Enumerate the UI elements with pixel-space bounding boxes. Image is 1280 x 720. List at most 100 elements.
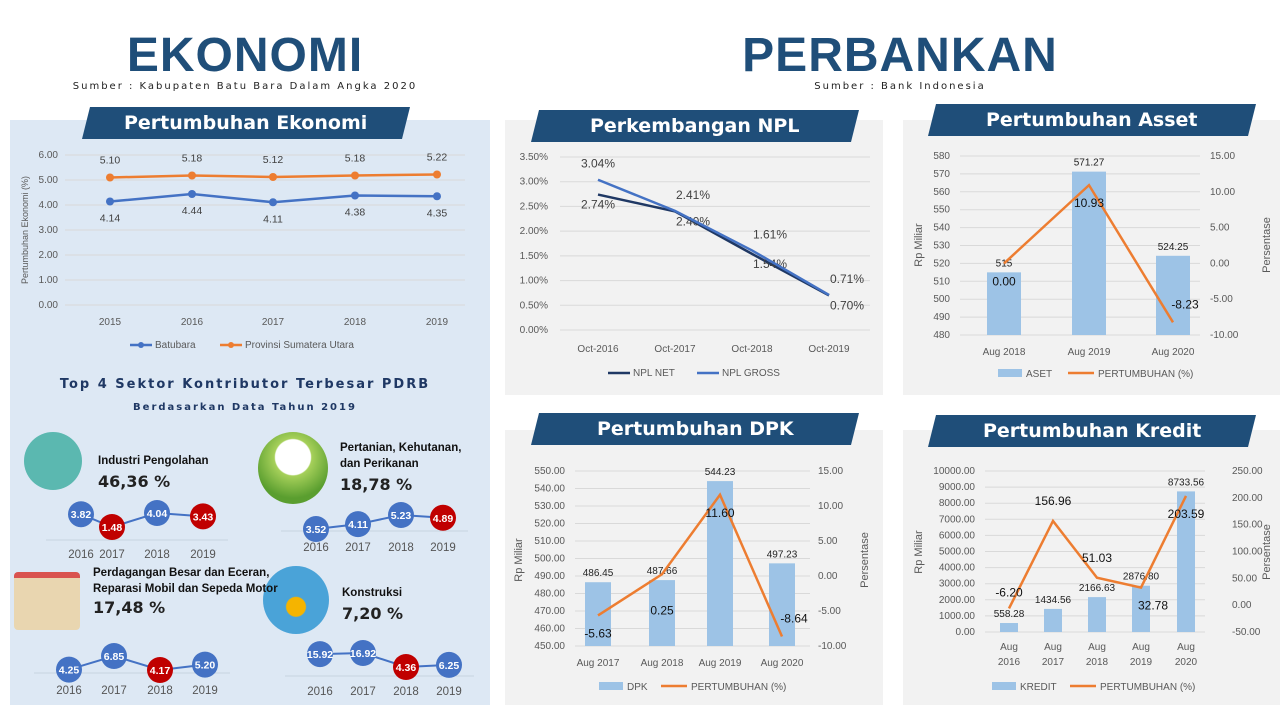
y-tick-label: 1.00 — [39, 275, 59, 286]
y-tick-label: 5000.00 — [939, 547, 976, 558]
data-label: 5.18 — [182, 153, 203, 165]
y-tick-label: 0.50% — [520, 300, 548, 311]
sector-4-name: Konstruksi — [342, 587, 403, 599]
y2-tick-label: 5.00 — [818, 536, 838, 547]
bar — [987, 272, 1021, 335]
sector-trend-line — [80, 511, 204, 529]
sector-value-bubble — [147, 657, 173, 683]
y2-tick-label: 250.00 — [1232, 466, 1263, 477]
y2-tick-label: 10.00 — [1210, 187, 1235, 198]
y-tick-label: 460.00 — [534, 624, 565, 635]
x-tick-label: 2016 — [998, 657, 1021, 668]
y-tick-label: 4000.00 — [939, 563, 976, 574]
sector-value-bubble — [388, 502, 414, 528]
x-tick-label: 2019 — [426, 317, 449, 328]
y2-tick-label: 5.00 — [1210, 223, 1230, 234]
y-tick-label: 3.00 — [39, 225, 59, 236]
y-tick-label: 0.00 — [39, 300, 59, 311]
data-label: 2.41% — [676, 188, 710, 202]
x-tick-label: Oct-2017 — [654, 344, 696, 355]
legend-label: ASET — [1026, 369, 1052, 380]
sector-value-label: 3.82 — [71, 509, 92, 521]
y-tick-label: 470.00 — [534, 606, 565, 617]
legend-swatch — [992, 682, 1016, 690]
ekonomi-source: Sumber : Kabupaten Batu Bara Dalam Angka… — [72, 81, 418, 92]
bar — [769, 563, 795, 646]
x-tick-label: 2018 — [344, 317, 367, 328]
y-tick-label: 500 — [933, 294, 950, 305]
sector-value-bubble — [393, 654, 419, 680]
y-tick-label: 530 — [933, 241, 950, 252]
x-tick-label: Aug 2019 — [699, 658, 742, 669]
line-data-label: 51.03 — [1082, 551, 1112, 565]
sector-3-share: 17,48 % — [93, 598, 166, 617]
bar-data-label: 486.45 — [583, 568, 614, 579]
y-tick-label: 550.00 — [534, 466, 565, 477]
bar-data-label: 497.23 — [767, 549, 798, 560]
sector-trend-line — [315, 513, 444, 530]
y2-tick-label: 10.00 — [818, 501, 843, 512]
y-axis-label: Rp Miliar — [913, 223, 925, 267]
legend-label: DPK — [627, 682, 648, 693]
sector-1-share: 46,36 % — [98, 472, 171, 491]
y-tick-label: 6.00 — [39, 150, 59, 161]
series-line-NPL GROSS — [597, 178, 830, 296]
x-tick-label: 2015 — [99, 317, 122, 328]
data-label: 0.71% — [830, 272, 864, 286]
sector-value-bubble — [56, 656, 82, 683]
sector-year-label: 2019 — [430, 542, 456, 554]
sector-2-share: 18,78 % — [340, 475, 413, 494]
data-label: 4.38 — [345, 207, 366, 219]
sector-value-bubble — [68, 501, 94, 528]
bar-data-label: 515 — [996, 258, 1013, 269]
y-tick-label: 1000.00 — [939, 611, 976, 622]
y-tick-label: 490.00 — [534, 571, 565, 582]
y-axis-label: Rp Miliar — [913, 530, 925, 574]
sector-year-label: 2017 — [350, 686, 376, 698]
data-label: 5.12 — [263, 154, 284, 166]
y-tick-label: 4.00 — [39, 200, 59, 211]
sector-year-label: 2016 — [303, 542, 329, 554]
line-data-label: 10.93 — [1074, 196, 1104, 210]
sector-value-bubble — [190, 503, 216, 530]
y-tick-label: 2.00% — [520, 226, 548, 237]
sector-1-name: Industri Pengolahan — [98, 455, 209, 467]
y-tick-label: 520.00 — [534, 519, 565, 530]
legend-label: PERTUMBUHAN (%) — [1098, 369, 1193, 380]
y-tick-label: 510.00 — [534, 536, 565, 547]
data-label: 4.44 — [182, 205, 203, 217]
sector-value-label: 3.43 — [193, 511, 214, 523]
y2-axis-label: Persentase — [1261, 524, 1273, 580]
data-point — [269, 173, 277, 181]
data-label: 4.35 — [427, 207, 448, 219]
growth-line — [597, 492, 784, 637]
y-tick-label: 2000.00 — [939, 595, 976, 606]
sector-value-label: 16.92 — [350, 648, 376, 660]
top4-subtitle: Berdasarkan Data Tahun 2019 — [133, 402, 357, 413]
y-tick-label: 3.50% — [520, 152, 548, 163]
bar — [1177, 491, 1195, 632]
y-axis-label: Pertumbuhan Ekonomi (%) — [20, 176, 30, 284]
y2-tick-label: 150.00 — [1232, 520, 1263, 531]
sector-year-label: 2016 — [68, 549, 94, 561]
x-tick-label: 2016 — [181, 317, 204, 328]
bar — [1044, 608, 1062, 632]
legend-swatch — [998, 369, 1022, 377]
bar-data-label: 524.25 — [1158, 242, 1189, 253]
bar — [1132, 585, 1150, 632]
sector-year-label: 2019 — [190, 549, 216, 561]
data-point — [188, 190, 196, 198]
sector-year-label: 2018 — [388, 542, 414, 554]
y2-tick-label: 15.00 — [1210, 151, 1235, 162]
y-tick-label: 0.00 — [956, 627, 976, 638]
sector-value-bubble — [345, 511, 371, 538]
y2-tick-label: 15.00 — [818, 466, 843, 477]
legend-marker — [138, 342, 144, 348]
data-label: 5.22 — [427, 152, 448, 164]
legend-swatch — [599, 682, 623, 690]
line-data-label: 0.00 — [992, 274, 1016, 288]
sector-year-label: 2017 — [345, 542, 371, 554]
series-line-NPL NET — [597, 193, 830, 297]
growth-line — [1003, 183, 1175, 323]
y-tick-label: 490 — [933, 312, 950, 323]
